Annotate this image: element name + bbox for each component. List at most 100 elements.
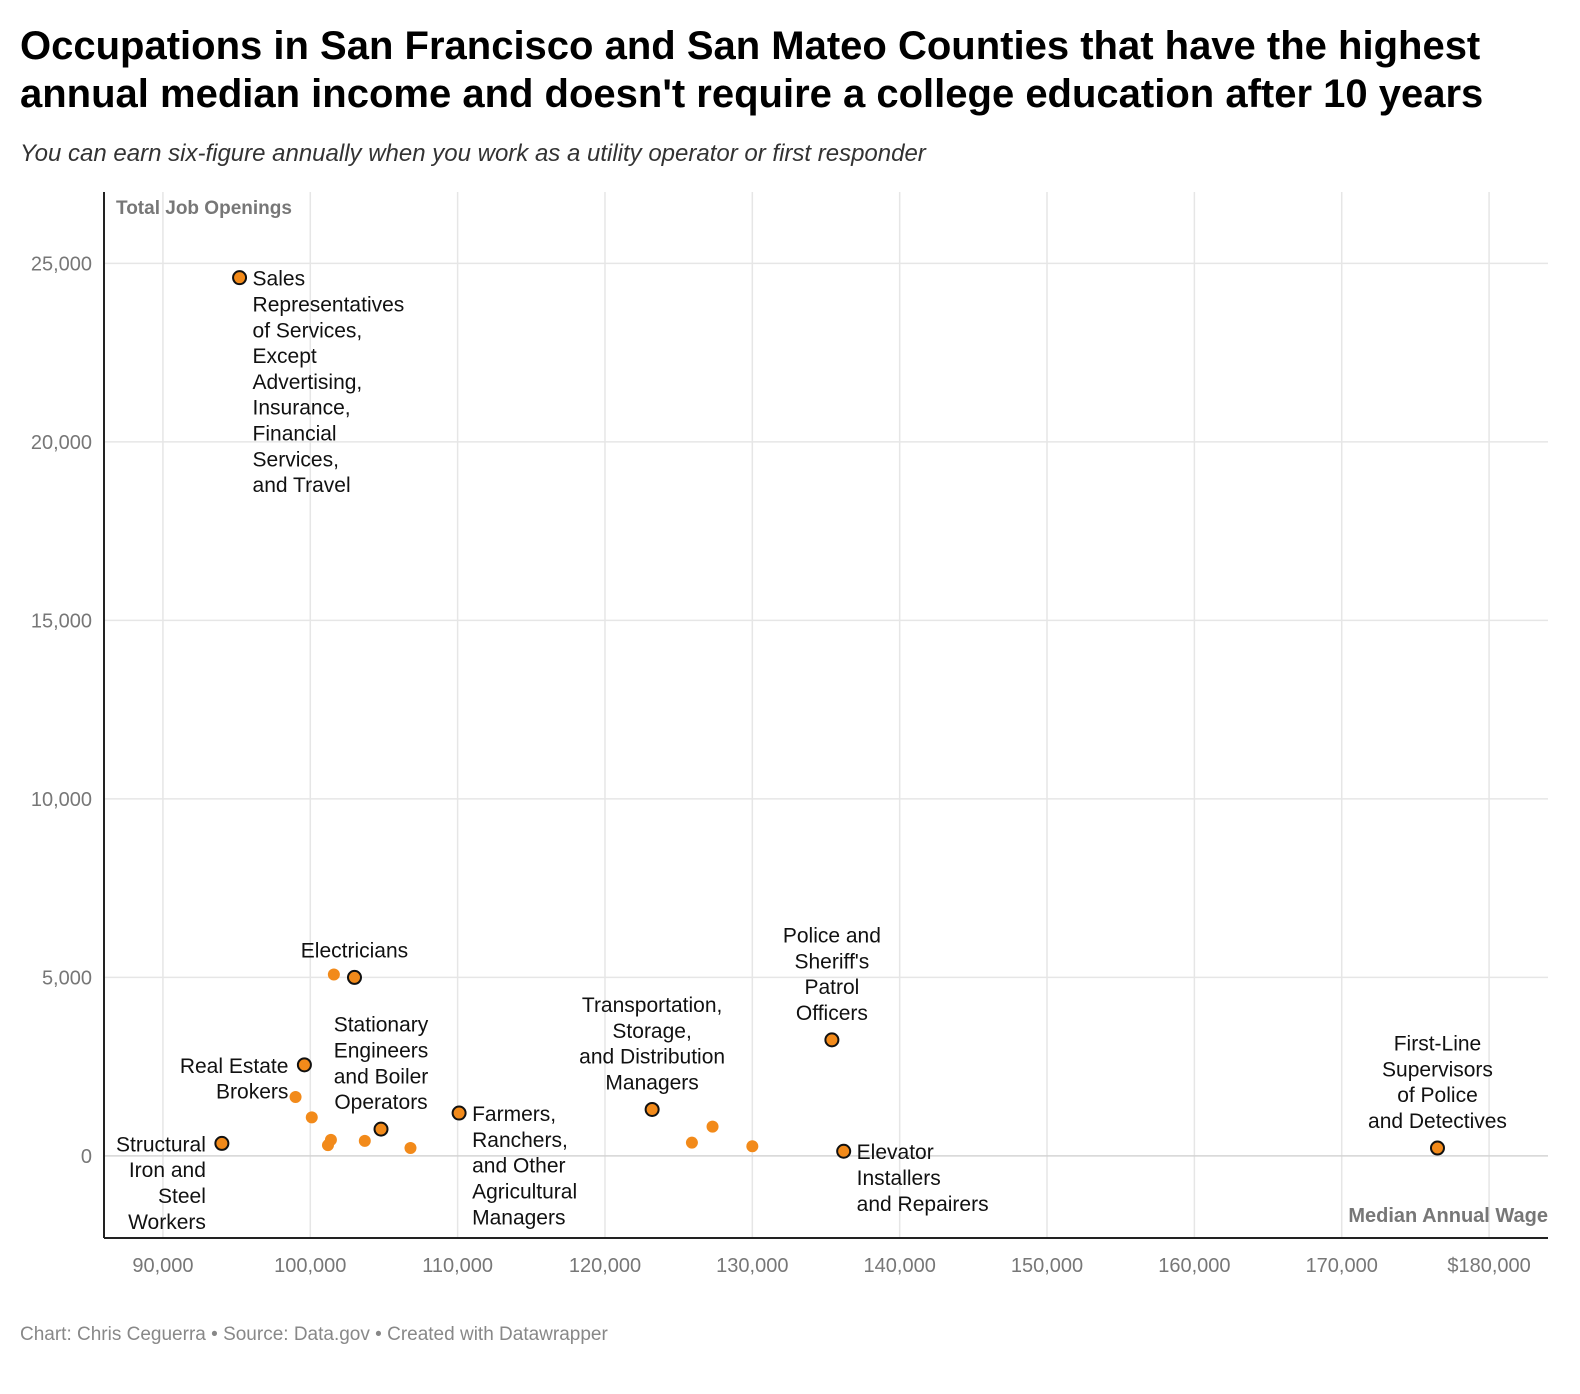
point-label-line: of Services, bbox=[253, 319, 363, 342]
x-axis-label: Median Annual Wage bbox=[1348, 1205, 1548, 1227]
highlighted-data-point bbox=[824, 1032, 840, 1048]
highlighted-data-point bbox=[373, 1121, 389, 1137]
x-tick-label: $180,000 bbox=[1447, 1255, 1530, 1277]
point-label: Real Estate Brokers bbox=[180, 1055, 289, 1104]
data-point bbox=[289, 1090, 302, 1103]
point-labels: Sales Representatives of Services, Except Ad… bbox=[116, 268, 1507, 1234]
highlighted-data-point bbox=[451, 1105, 467, 1121]
data-point bbox=[706, 1120, 719, 1133]
point-label-line: and Detectives bbox=[1368, 1110, 1507, 1133]
point-label: Structural Iron and Steel Workers bbox=[116, 1133, 206, 1233]
point-label-line: Services, bbox=[253, 448, 339, 471]
y-tick-label: 0 bbox=[81, 1146, 92, 1168]
data-point bbox=[746, 1140, 759, 1153]
point-label-line: and Repairers bbox=[857, 1193, 989, 1216]
point-label-line: Stationary bbox=[334, 1014, 429, 1037]
point-label-line: and Travel bbox=[253, 474, 351, 497]
highlighted-data-point bbox=[214, 1135, 230, 1151]
data-point bbox=[321, 1139, 334, 1152]
point-label-line: Patrol bbox=[804, 976, 859, 999]
y-tick-label: 15,000 bbox=[31, 610, 92, 632]
y-tick-label: 10,000 bbox=[31, 789, 92, 811]
point-label-line: Advertising, bbox=[253, 371, 363, 394]
point-label-line: Officers bbox=[796, 1002, 868, 1025]
point-label-line: Financial bbox=[253, 422, 337, 445]
point-label: Electricians bbox=[301, 939, 408, 962]
data-point bbox=[358, 1134, 371, 1147]
point-label: Elevator Installers and Repairers bbox=[857, 1141, 989, 1216]
chart-title: Occupations in San Francisco and San Mat… bbox=[20, 24, 1484, 116]
x-tick-label: 150,000 bbox=[1011, 1255, 1083, 1277]
data-point bbox=[685, 1136, 698, 1149]
point-label-line: Police and bbox=[783, 924, 881, 947]
tick-labels: 90,000 100,000 110,000 120,000 130,000 140,00… bbox=[31, 253, 1531, 1277]
point-label-line: Ranchers, bbox=[472, 1129, 568, 1152]
y-tick-label: 5,000 bbox=[42, 967, 92, 989]
axes bbox=[103, 192, 1548, 1239]
point-label-line: Brokers bbox=[216, 1081, 288, 1104]
point-label: Police and Sheriff's Patrol Officers bbox=[783, 924, 881, 1024]
point-label-line: Steel bbox=[158, 1185, 206, 1208]
y-tick-label: 20,000 bbox=[31, 432, 92, 454]
point-label-line: Agricultural bbox=[472, 1180, 577, 1203]
point-label-line: Structural bbox=[116, 1133, 206, 1156]
data-point bbox=[404, 1142, 417, 1155]
point-label-line: Engineers bbox=[334, 1040, 429, 1063]
highlighted-data-point bbox=[1429, 1140, 1445, 1156]
highlighted-data-point bbox=[346, 969, 362, 985]
point-label-line: Sheriff's bbox=[794, 950, 869, 973]
point-label-line: Installers bbox=[857, 1167, 941, 1190]
highlighted-data-point bbox=[644, 1101, 660, 1117]
point-label-line: Elevator bbox=[857, 1141, 934, 1164]
point-label-line: Insurance, bbox=[253, 397, 351, 420]
y-tick-label: 25,000 bbox=[31, 253, 92, 275]
point-label-line: Supervisors bbox=[1382, 1058, 1493, 1081]
highlighted-data-point bbox=[296, 1057, 312, 1073]
point-label: Farmers, Ranchers, and Other Agricultural Ma… bbox=[472, 1103, 577, 1229]
point-label-line: and Boiler bbox=[334, 1065, 429, 1088]
footer-source: Source: Data.gov bbox=[223, 1324, 370, 1345]
y-axis-label: Total Job Openings bbox=[116, 198, 292, 219]
chart-subtitle: You can earn six-figure annually when yo… bbox=[20, 140, 926, 167]
point-label: First-Line Supervisors of Police and Detect… bbox=[1368, 1033, 1507, 1133]
point-label-line: of Police bbox=[1397, 1084, 1478, 1107]
x-tick-label: 140,000 bbox=[864, 1255, 936, 1277]
highlighted-data-point bbox=[232, 270, 248, 286]
chart-footer: Chart: Chris Ceguerra • Source: Data.gov… bbox=[20, 1324, 608, 1346]
data-point bbox=[327, 968, 340, 981]
point-label-line: and Other bbox=[472, 1155, 565, 1178]
point-label-line: Operators bbox=[334, 1091, 427, 1114]
point-label: Transportation, Storage, and Distribution M… bbox=[579, 994, 725, 1094]
point-label: Sales Representatives of Services, Except Ad… bbox=[253, 268, 405, 497]
point-label-line: Electricians bbox=[301, 939, 408, 962]
footer-credit: Chart: Chris Ceguerra bbox=[20, 1324, 206, 1345]
footer-tool: Created with Datawrapper bbox=[387, 1324, 608, 1345]
point-label-line: Except bbox=[253, 345, 317, 368]
point-label: Stationary Engineers and Boiler Operators bbox=[334, 1014, 429, 1114]
point-label-line: Farmers, bbox=[472, 1103, 556, 1126]
footer-separator: • bbox=[375, 1324, 382, 1345]
x-tick-label: 100,000 bbox=[274, 1255, 346, 1277]
point-label-line: Representatives bbox=[253, 293, 405, 316]
data-point bbox=[305, 1111, 318, 1124]
x-tick-label: 120,000 bbox=[569, 1255, 641, 1277]
x-tick-label: 160,000 bbox=[1158, 1255, 1230, 1277]
point-label-line: Managers bbox=[472, 1206, 565, 1229]
point-label-line: Real Estate bbox=[180, 1055, 289, 1078]
point-label-line: Sales bbox=[253, 268, 306, 291]
x-tick-label: 130,000 bbox=[716, 1255, 788, 1277]
highlighted-data-point bbox=[836, 1143, 852, 1159]
x-tick-label: 170,000 bbox=[1306, 1255, 1378, 1277]
x-tick-label: 110,000 bbox=[422, 1255, 493, 1277]
point-label-line: Workers bbox=[128, 1211, 206, 1234]
footer-separator: • bbox=[211, 1324, 218, 1345]
point-label-line: Transportation, bbox=[582, 994, 722, 1017]
point-label-line: Storage, bbox=[612, 1020, 691, 1043]
scatter-chart: 90,000 100,000 110,000 120,000 130,000 140,00… bbox=[31, 192, 1548, 1277]
point-label-line: Managers bbox=[605, 1071, 698, 1094]
point-label-line: and Distribution bbox=[579, 1046, 725, 1069]
x-tick-label: 90,000 bbox=[132, 1255, 193, 1277]
data-points bbox=[214, 270, 1445, 1159]
point-label-line: Iron and bbox=[129, 1159, 206, 1182]
grid-lines bbox=[104, 192, 1548, 1238]
